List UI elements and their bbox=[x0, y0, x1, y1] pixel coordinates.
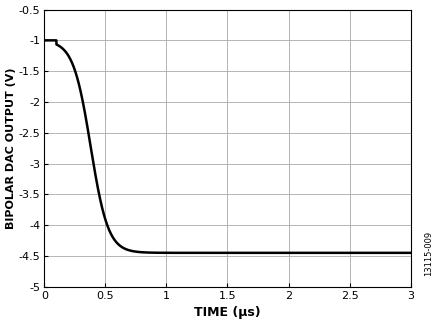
Text: 13115-009: 13115-009 bbox=[423, 231, 432, 276]
X-axis label: TIME (μs): TIME (μs) bbox=[194, 306, 260, 319]
Y-axis label: BIPOLAR DAC OUTPUT (V): BIPOLAR DAC OUTPUT (V) bbox=[6, 67, 16, 229]
